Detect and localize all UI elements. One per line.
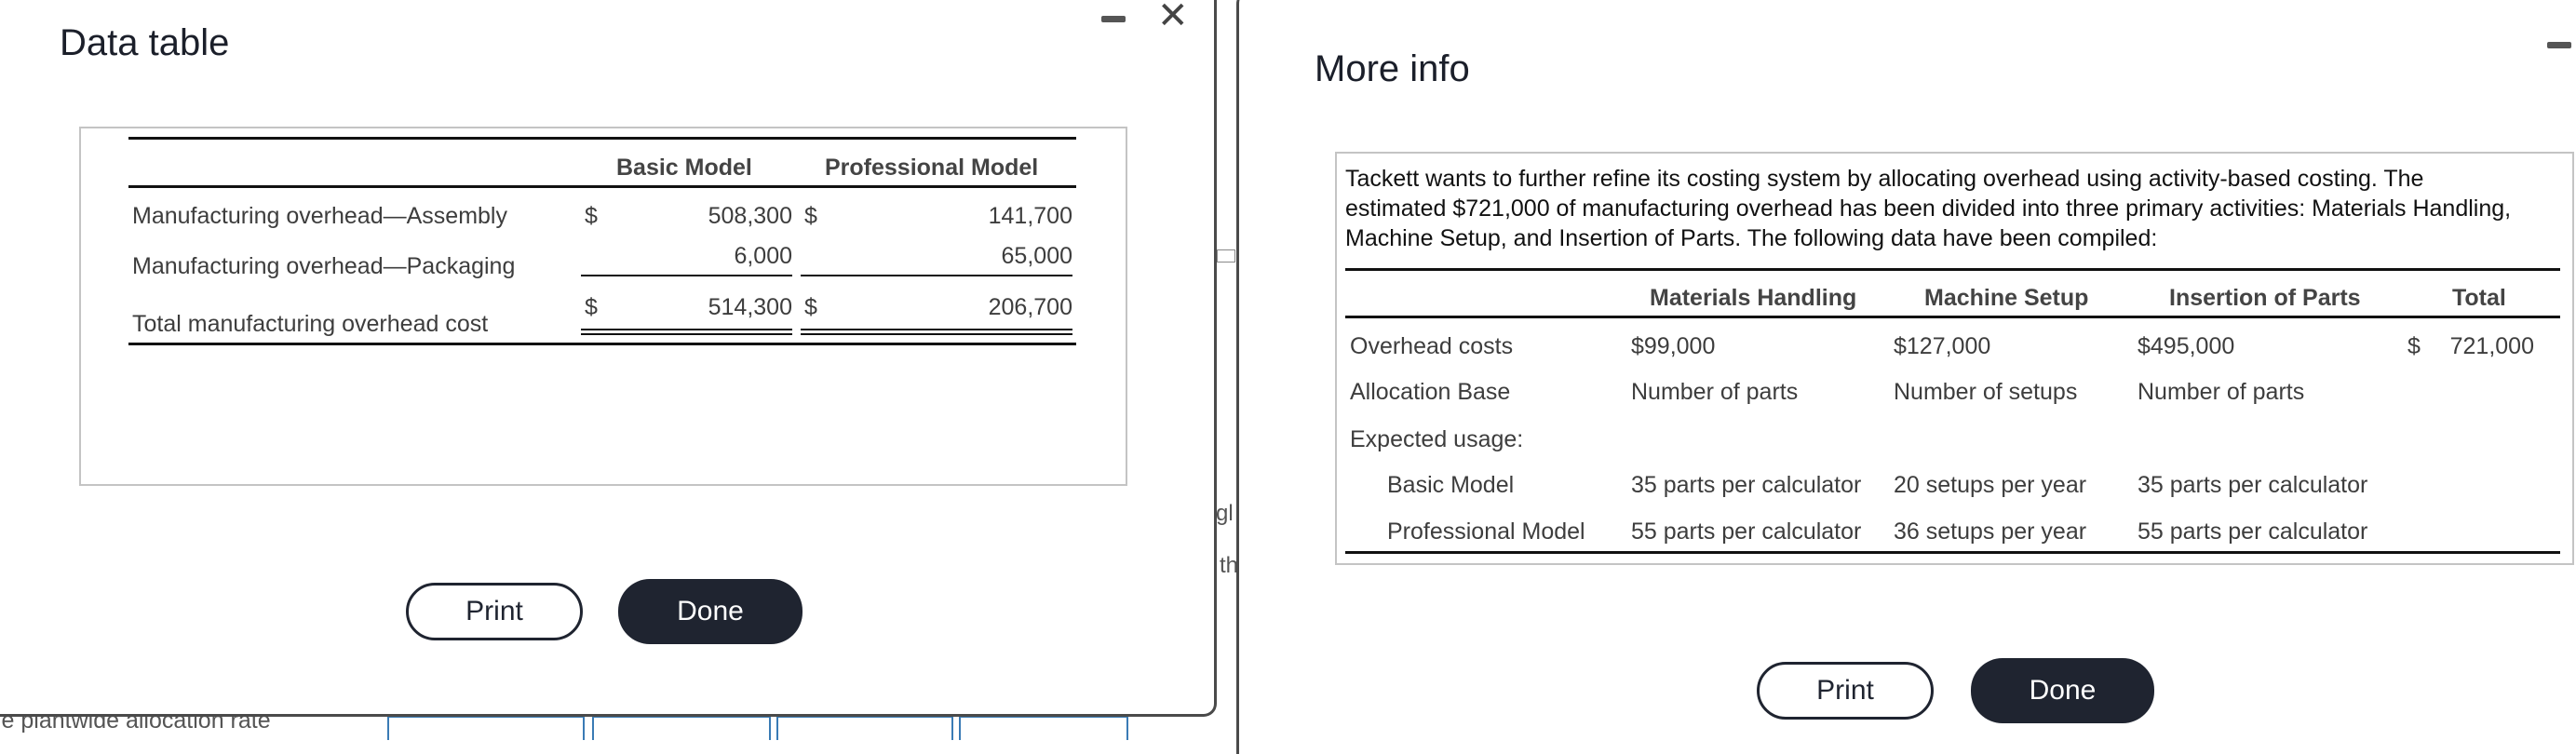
row-label: Manufacturing overhead—Assembly <box>132 203 507 229</box>
cell: 55 parts per calculator <box>1631 518 1862 545</box>
cell: Number of parts <box>2138 379 2305 405</box>
print-button[interactable]: Print <box>1757 662 1934 720</box>
cell: 55 parts per calculator <box>2138 518 2368 545</box>
row-label: Allocation Base <box>1350 379 1511 405</box>
basic-value: 6,000 <box>734 243 792 269</box>
column-header: Total <box>2452 285 2506 311</box>
print-button[interactable]: Print <box>406 583 583 640</box>
currency: $ <box>804 294 817 320</box>
cell: Number of setups <box>1894 379 2078 405</box>
cell: $495,000 <box>2138 333 2235 359</box>
column-header: Insertion of Parts <box>2169 285 2361 311</box>
data-table-box <box>79 127 1127 486</box>
row-label: Professional Model <box>1387 518 1585 545</box>
row-label: Manufacturing overhead—Packaging <box>132 253 516 279</box>
background-input-cell[interactable] <box>387 716 585 740</box>
background-input-cell[interactable] <box>776 716 953 740</box>
more-info-dialog <box>1236 0 2576 754</box>
column-header: Materials Handling <box>1650 285 1857 311</box>
row-label: Expected usage: <box>1350 426 1524 452</box>
background-control <box>1217 249 1235 263</box>
row-label: Basic Model <box>1387 472 1515 498</box>
basic-value: 514,300 <box>708 294 792 320</box>
cell: $99,000 <box>1631 333 1716 359</box>
background-input-cell[interactable] <box>592 716 771 740</box>
cell: 36 setups per year <box>1894 518 2087 545</box>
currency: $ <box>585 294 598 320</box>
background-input-cell[interactable] <box>959 716 1128 740</box>
cell: 35 parts per calculator <box>1631 472 1862 498</box>
dialog-title: Data table <box>60 22 230 63</box>
row-label: Total manufacturing overhead cost <box>132 311 489 337</box>
basic-value: 508,300 <box>708 203 792 229</box>
row-label: Overhead costs <box>1350 333 1514 359</box>
paragraph-line: estimated $721,000 of manufacturing over… <box>1345 195 2512 222</box>
done-button[interactable]: Done <box>618 579 802 644</box>
minimize-icon[interactable] <box>2547 42 2571 48</box>
minimize-icon[interactable] <box>1101 16 1126 22</box>
total-value: 721,000 <box>2449 333 2534 359</box>
column-header: Basic Model <box>616 155 752 181</box>
dialog-title: More info <box>1315 48 1470 89</box>
paragraph-line: Machine Setup, and Insertion of Parts. T… <box>1345 225 2158 251</box>
currency: $ <box>585 203 598 229</box>
currency: $ <box>804 203 817 229</box>
done-button[interactable]: Done <box>1971 658 2154 723</box>
more-info-box <box>1335 152 2574 565</box>
paragraph-line: Tackett wants to further refine its cost… <box>1345 166 2424 192</box>
professional-value: 206,700 <box>988 294 1072 320</box>
column-header: Machine Setup <box>1924 285 2089 311</box>
currency: $ <box>2407 333 2421 359</box>
cell: 20 setups per year <box>1894 472 2087 498</box>
background-text: th <box>1220 553 1239 578</box>
professional-value: 65,000 <box>1001 243 1072 269</box>
column-header: Professional Model <box>825 155 1039 181</box>
cell: $127,000 <box>1894 333 1991 359</box>
background-text: gl <box>1216 501 1234 526</box>
professional-value: 141,700 <box>988 203 1072 229</box>
data-table-dialog <box>0 0 1217 717</box>
cell: Number of parts <box>1631 379 1799 405</box>
close-icon[interactable]: ✕ <box>1157 0 1189 36</box>
cell: 35 parts per calculator <box>2138 472 2368 498</box>
